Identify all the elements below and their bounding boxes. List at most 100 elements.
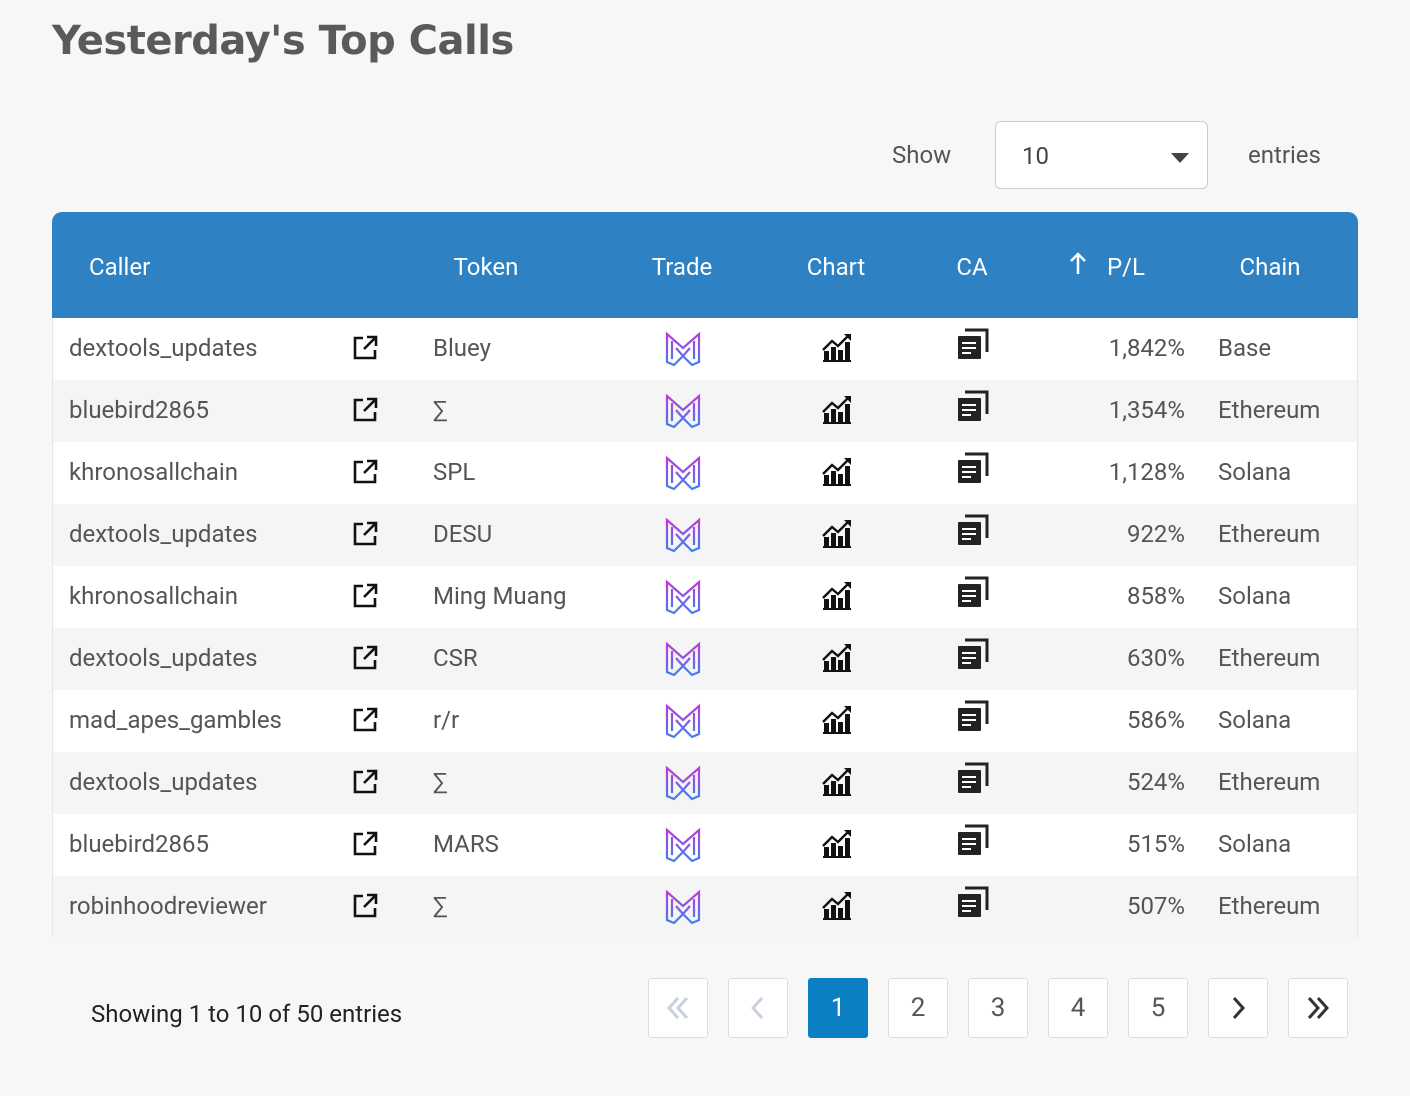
- page-button[interactable]: 2: [888, 978, 948, 1038]
- column-header[interactable]: Chart: [806, 253, 866, 281]
- chart-link-icon: [822, 334, 851, 362]
- next-page[interactable]: [1208, 978, 1268, 1038]
- external-link[interactable]: [352, 397, 378, 423]
- trade-link[interactable]: [664, 517, 702, 553]
- caller: dextools_updates: [69, 768, 258, 796]
- page-button[interactable]: 3: [968, 978, 1028, 1038]
- chart-link[interactable]: [820, 579, 854, 613]
- copy-address[interactable]: [956, 700, 990, 732]
- chain: Ethereum: [1218, 396, 1321, 424]
- chart-link[interactable]: [820, 703, 854, 737]
- trade-link-icon: [665, 889, 701, 925]
- chart-link[interactable]: [820, 765, 854, 799]
- trade-link[interactable]: [664, 393, 702, 429]
- last-page[interactable]: [1288, 978, 1348, 1038]
- previous-page[interactable]: [728, 978, 788, 1038]
- copy-address[interactable]: [956, 576, 990, 608]
- external-link-icon: [353, 769, 378, 794]
- caller: bluebird2865: [69, 396, 209, 424]
- column-header[interactable]: Trade: [651, 253, 713, 281]
- column-header[interactable]: Token: [453, 253, 519, 281]
- external-link[interactable]: [352, 645, 378, 671]
- chain: Ethereum: [1218, 644, 1321, 672]
- token: CSR: [433, 644, 478, 672]
- chart-link[interactable]: [820, 517, 854, 551]
- pl-value: 1,128%: [1108, 458, 1185, 486]
- copy-address-icon: [958, 762, 989, 793]
- chain: Solana: [1218, 458, 1292, 486]
- external-link-icon: [353, 645, 378, 670]
- sort-arrow: [1070, 252, 1086, 274]
- chart-link[interactable]: [820, 393, 854, 427]
- trade-link[interactable]: [664, 331, 702, 367]
- entries-select[interactable]: 10: [995, 121, 1208, 189]
- external-link-icon: [353, 459, 378, 484]
- token: SPL: [433, 458, 476, 486]
- external-link[interactable]: [352, 769, 378, 795]
- page-button[interactable]: 1: [808, 978, 868, 1038]
- caret: [1171, 153, 1189, 163]
- chart-link-icon: [822, 706, 851, 734]
- chart-link[interactable]: [820, 455, 854, 489]
- show-label: Show: [892, 141, 952, 169]
- table-row: khronosallchain Ming Muang 858% Solana: [53, 566, 1357, 628]
- chain: Ethereum: [1218, 520, 1321, 548]
- chart-link[interactable]: [820, 827, 854, 861]
- external-link[interactable]: [352, 707, 378, 733]
- copy-address[interactable]: [956, 824, 990, 856]
- external-link[interactable]: [352, 521, 378, 547]
- page-button[interactable]: 5: [1128, 978, 1188, 1038]
- chart-link-icon: [822, 892, 851, 920]
- trade-link[interactable]: [664, 641, 702, 677]
- copy-address[interactable]: [956, 328, 990, 360]
- copy-address-icon: [958, 824, 989, 855]
- chart-link[interactable]: [820, 331, 854, 365]
- external-link[interactable]: [352, 335, 378, 361]
- external-link[interactable]: [352, 831, 378, 857]
- copy-address[interactable]: [956, 638, 990, 670]
- column-header[interactable]: Caller: [89, 253, 151, 281]
- trade-link[interactable]: [664, 579, 702, 615]
- chain: Solana: [1218, 582, 1292, 610]
- chain: Solana: [1218, 706, 1292, 734]
- copy-address[interactable]: [956, 452, 990, 484]
- trade-link[interactable]: [664, 455, 702, 491]
- external-link[interactable]: [352, 893, 378, 919]
- external-link[interactable]: [352, 459, 378, 485]
- trade-link[interactable]: [664, 827, 702, 863]
- trade-link-icon: [665, 765, 701, 801]
- trade-link[interactable]: [664, 703, 702, 739]
- external-link[interactable]: [352, 583, 378, 609]
- external-link-icon: [353, 893, 378, 918]
- token: ∑: [433, 396, 448, 424]
- copy-address[interactable]: [956, 762, 990, 794]
- column-header[interactable]: P/L: [1107, 253, 1145, 281]
- table-row: bluebird2865 ∑ 1,354% Ethereum: [53, 380, 1357, 442]
- chart-link-icon: [822, 830, 851, 858]
- external-link-icon: [353, 521, 378, 546]
- chart-link-icon: [822, 768, 851, 796]
- chart-link[interactable]: [820, 641, 854, 675]
- copy-address[interactable]: [956, 514, 990, 546]
- page-button[interactable]: 4: [1048, 978, 1108, 1038]
- token: ∑: [433, 768, 448, 796]
- column-header[interactable]: CA: [956, 253, 988, 281]
- table-header: Caller Token Trade Chart CA P/L Chain: [52, 212, 1358, 318]
- trade-link[interactable]: [664, 765, 702, 801]
- token: r/r: [433, 706, 460, 734]
- chain: Ethereum: [1218, 892, 1321, 920]
- trade-link-icon: [665, 703, 701, 739]
- external-link-icon: [353, 397, 378, 422]
- caller: dextools_updates: [69, 644, 258, 672]
- page-title: Yesterday's Top Calls: [52, 18, 514, 64]
- pl-value: 1,354%: [1108, 396, 1185, 424]
- chart-link[interactable]: [820, 889, 854, 923]
- chain: Solana: [1218, 830, 1292, 858]
- trade-link-icon: [665, 579, 701, 615]
- copy-address[interactable]: [956, 886, 990, 918]
- pl-value: 507%: [1126, 892, 1185, 920]
- trade-link[interactable]: [664, 889, 702, 925]
- first-page[interactable]: [648, 978, 708, 1038]
- copy-address[interactable]: [956, 390, 990, 422]
- column-header[interactable]: Chain: [1239, 253, 1301, 281]
